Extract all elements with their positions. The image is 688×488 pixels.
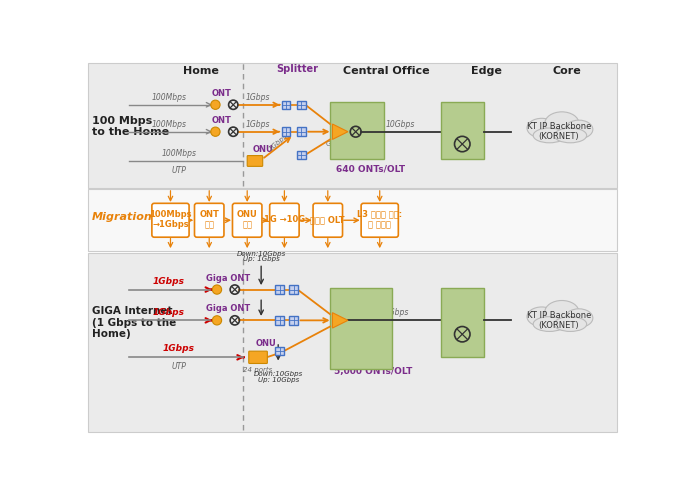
Ellipse shape [527, 118, 557, 138]
Text: 10Gbps: 10Gbps [380, 308, 409, 317]
Text: GIGA Internet
(1 Gbps to the
Home): GIGA Internet (1 Gbps to the Home) [92, 306, 176, 339]
FancyBboxPatch shape [281, 127, 290, 136]
FancyBboxPatch shape [88, 253, 617, 432]
Text: L3 SW: L3 SW [356, 114, 385, 123]
Text: ONU
교체: ONU 교체 [237, 210, 257, 229]
Text: Down:10Gbps: Down:10Gbps [237, 251, 286, 257]
FancyBboxPatch shape [247, 156, 263, 166]
Ellipse shape [527, 307, 557, 326]
Text: ONU: ONU [255, 339, 276, 348]
Text: Migration: Migration [92, 212, 153, 222]
Text: 100Mbps: 100Mbps [162, 149, 197, 158]
Polygon shape [332, 313, 348, 328]
Text: 10Gbps: 10Gbps [386, 120, 416, 129]
FancyBboxPatch shape [88, 63, 617, 188]
Text: L3 스위치 제거:
망 단순화: L3 스위치 제거: 망 단순화 [357, 210, 402, 229]
Text: (10G E-PON) 도입: (10G E-PON) 도입 [332, 302, 391, 311]
Text: Down:10Gbps: Down:10Gbps [254, 371, 303, 377]
Circle shape [213, 316, 222, 325]
Text: UTP: UTP [171, 165, 186, 175]
Polygon shape [332, 124, 348, 140]
FancyBboxPatch shape [275, 316, 284, 325]
FancyBboxPatch shape [88, 189, 617, 251]
FancyBboxPatch shape [361, 203, 398, 237]
FancyBboxPatch shape [275, 347, 284, 355]
FancyBboxPatch shape [441, 102, 484, 160]
Text: 1Gbps: 1Gbps [268, 133, 289, 152]
Text: 대용량 OLT: 대용량 OLT [336, 291, 373, 300]
Text: 1Gbps: 1Gbps [246, 120, 270, 129]
FancyBboxPatch shape [290, 285, 298, 294]
FancyBboxPatch shape [275, 285, 284, 294]
Text: 640 ONTs/OLT: 640 ONTs/OLT [336, 165, 405, 174]
Text: (E-PON): (E-PON) [334, 114, 364, 123]
FancyBboxPatch shape [330, 288, 392, 369]
Ellipse shape [533, 128, 566, 143]
FancyBboxPatch shape [233, 203, 262, 237]
Text: ONT: ONT [212, 89, 232, 98]
FancyBboxPatch shape [297, 151, 305, 159]
Text: KT IP Backbone
(KORNET): KT IP Backbone (KORNET) [526, 311, 591, 330]
Text: 24 ports: 24 ports [244, 366, 272, 373]
FancyBboxPatch shape [313, 203, 343, 237]
Text: ONU: ONU [252, 145, 273, 154]
Text: Splitter: Splitter [276, 64, 318, 74]
Circle shape [211, 127, 220, 136]
FancyBboxPatch shape [195, 203, 224, 237]
FancyBboxPatch shape [270, 203, 299, 237]
Text: 100 Mbps
to the Home: 100 Mbps to the Home [92, 116, 169, 137]
Text: Up: 1Gbps: Up: 1Gbps [243, 256, 279, 262]
FancyBboxPatch shape [281, 101, 290, 109]
Text: ONT: ONT [212, 116, 232, 125]
FancyBboxPatch shape [249, 351, 268, 364]
Text: Edge: Edge [471, 66, 502, 76]
Text: Home: Home [183, 66, 219, 76]
Text: Giga ONT: Giga ONT [206, 274, 250, 283]
Text: 1Gbps: 1Gbps [246, 93, 270, 102]
Text: UTP: UTP [171, 362, 186, 371]
Text: 5,000 ONTs/OLT: 5,000 ONTs/OLT [334, 366, 412, 376]
Text: GE: GE [326, 141, 336, 147]
Text: 100Mbps
→1Gbps: 100Mbps →1Gbps [149, 210, 192, 229]
Text: 1G →10G: 1G →10G [264, 215, 305, 224]
Ellipse shape [545, 301, 579, 324]
Circle shape [211, 100, 220, 109]
Ellipse shape [554, 317, 587, 331]
Text: 100Mbps: 100Mbps [151, 120, 186, 129]
Ellipse shape [554, 128, 587, 143]
Circle shape [213, 285, 222, 294]
FancyBboxPatch shape [297, 127, 305, 136]
FancyBboxPatch shape [330, 102, 385, 160]
FancyBboxPatch shape [152, 203, 189, 237]
Text: 100Mbps: 100Mbps [151, 93, 186, 102]
FancyBboxPatch shape [297, 101, 305, 109]
Text: BRAS: BRAS [447, 109, 478, 120]
Text: Up: 10Gbps: Up: 10Gbps [257, 377, 299, 384]
Text: 대용량 OLT: 대용량 OLT [310, 215, 345, 224]
Text: Core: Core [552, 66, 581, 76]
Text: 1Gbps: 1Gbps [153, 277, 185, 285]
Ellipse shape [565, 120, 593, 139]
Ellipse shape [565, 309, 593, 327]
Text: Central Office: Central Office [343, 66, 430, 76]
Text: Giga ONT: Giga ONT [206, 305, 250, 313]
Ellipse shape [545, 112, 579, 135]
Text: OLT: OLT [336, 105, 354, 115]
Text: 1Gbps: 1Gbps [163, 345, 195, 353]
Text: 1Gbps: 1Gbps [153, 307, 185, 317]
Text: KT IP Backbone
(KORNET): KT IP Backbone (KORNET) [526, 122, 591, 142]
FancyBboxPatch shape [441, 288, 484, 357]
Ellipse shape [533, 317, 566, 331]
Text: BRAS: BRAS [447, 296, 478, 305]
FancyBboxPatch shape [290, 316, 298, 325]
Text: ONT
교체: ONT 교체 [200, 210, 219, 229]
